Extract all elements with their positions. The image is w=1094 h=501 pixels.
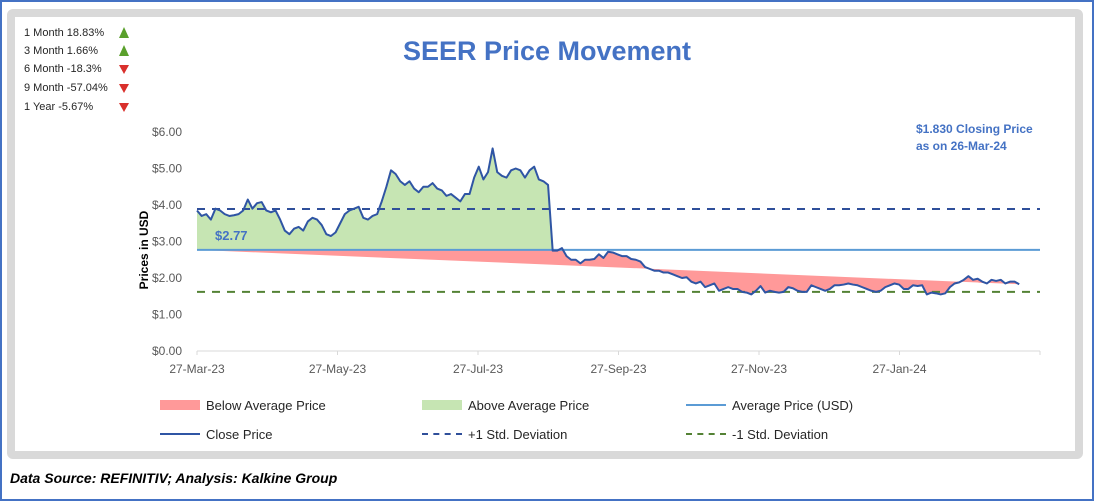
performance-label: 6 Month -18.3% bbox=[24, 63, 102, 75]
data-source-footer: Data Source: REFINITIV; Analysis: Kalkin… bbox=[10, 470, 338, 486]
arrow-down-icon bbox=[119, 84, 129, 93]
legend-above-average: Above Average Price bbox=[422, 396, 589, 414]
legend-label: Below Average Price bbox=[206, 397, 326, 413]
legend-label: Average Price (USD) bbox=[732, 397, 854, 413]
average-price-label: $2.77 bbox=[215, 228, 248, 243]
y-tick-label: $5.00 bbox=[152, 162, 182, 176]
arrow-down-icon bbox=[119, 103, 129, 112]
legend-label: Close Price bbox=[206, 426, 273, 442]
close-price-line bbox=[196, 147, 1020, 296]
legend-plus-sd: +1 Std. Deviation bbox=[422, 425, 567, 443]
y-tick-label: $2.00 bbox=[152, 271, 182, 285]
chart-title: SEER Price Movement bbox=[402, 36, 692, 66]
legend-label: Above Average Price bbox=[468, 397, 590, 413]
legend-label: -1 Std. Deviation bbox=[732, 426, 829, 442]
y-tick-label: $0.00 bbox=[152, 344, 182, 358]
y-axis-ticks: $0.00 $1.00 $2.00 $3.00 $4.00 $5.00 $6.00 bbox=[152, 125, 182, 358]
y-tick-label: $4.00 bbox=[152, 198, 182, 212]
performance-label: 9 Month -57.04% bbox=[24, 82, 108, 94]
performance-label: 1 Year -5.67% bbox=[24, 101, 94, 113]
performance-item-3m: 3 Month 1.66% bbox=[24, 42, 129, 60]
performance-label: 3 Month 1.66% bbox=[24, 45, 98, 57]
legend-label: +1 Std. Deviation bbox=[468, 426, 568, 442]
y-tick-label: $6.00 bbox=[152, 125, 182, 139]
arrow-up-icon bbox=[119, 45, 129, 56]
performance-item-6m: 6 Month -18.3% bbox=[24, 60, 129, 79]
x-tick-label: 27-Jan-24 bbox=[872, 362, 926, 376]
legend-below-average: Below Average Price bbox=[160, 396, 326, 414]
closing-price-line: $1.830 Closing Price bbox=[916, 122, 1033, 136]
legend-close-price: Close Price bbox=[160, 425, 272, 443]
below-average-swatch bbox=[160, 400, 200, 410]
plus-sd-swatch bbox=[422, 433, 462, 435]
performance-item-1y: 1 Year -5.67% bbox=[24, 98, 129, 117]
performance-summary: 1 Month 18.83% 3 Month 1.66% 6 Month -18… bbox=[24, 24, 129, 117]
x-tick-label: 27-Nov-23 bbox=[731, 362, 787, 376]
average-line-swatch bbox=[686, 404, 726, 406]
above-average-swatch bbox=[422, 400, 462, 410]
x-axis: 27-Mar-23 27-May-23 27-Jul-23 27-Sep-23 27-N… bbox=[169, 350, 1041, 376]
y-tick-label: $3.00 bbox=[152, 235, 182, 249]
reference-lines bbox=[197, 208, 1040, 293]
x-tick-label: 27-May-23 bbox=[309, 362, 367, 376]
closing-date-line: as on 26-Mar-24 bbox=[916, 139, 1007, 153]
legend-average-price: Average Price (USD) bbox=[686, 396, 853, 414]
area-fills bbox=[197, 148, 1020, 295]
above-average-area bbox=[197, 148, 1020, 250]
arrow-down-icon bbox=[119, 65, 129, 74]
x-tick-label: 27-Sep-23 bbox=[590, 362, 646, 376]
below-average-area bbox=[197, 249, 1020, 295]
y-tick-label: $1.00 bbox=[152, 308, 182, 322]
close-line-swatch bbox=[160, 433, 200, 435]
arrow-up-icon bbox=[119, 27, 129, 38]
legend-minus-sd: -1 Std. Deviation bbox=[686, 425, 828, 443]
performance-item-9m: 9 Month -57.04% bbox=[24, 79, 129, 98]
performance-label: 1 Month 18.83% bbox=[24, 27, 105, 39]
closing-price-note: $1.830 Closing Price as on 26-Mar-24 bbox=[916, 121, 1033, 155]
series-lines bbox=[196, 147, 1020, 296]
x-tick-label: 27-Mar-23 bbox=[169, 362, 225, 376]
x-tick-label: 27-Jul-23 bbox=[453, 362, 503, 376]
minus-sd-swatch bbox=[686, 433, 726, 435]
performance-item-1m: 1 Month 18.83% bbox=[24, 24, 129, 42]
